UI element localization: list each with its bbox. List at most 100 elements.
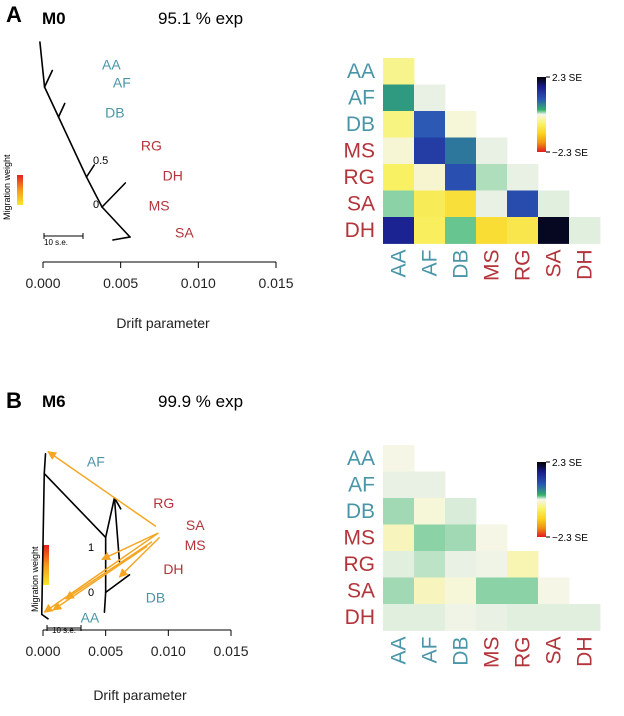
tree-branch: [39, 41, 46, 88]
x-tick-label: 0.005: [88, 643, 123, 659]
model-label-b: M6: [42, 392, 66, 411]
heatmap-cell: [507, 217, 539, 244]
col-label-dh: DH: [574, 637, 597, 667]
leaf-label-aa: AA: [102, 57, 121, 73]
heatmap-cell: [414, 190, 446, 218]
heatmap-cell: [538, 190, 570, 218]
heatmap-cell: [476, 190, 508, 218]
tree-edges: [40, 452, 131, 620]
x-axis-label: Drift parameter: [116, 315, 210, 331]
tree-branch: [43, 86, 60, 118]
heatmap-cell: [383, 577, 415, 605]
leaf-label-rg: RG: [153, 495, 174, 511]
tree-branch: [40, 472, 46, 616]
heatmap-cell: [414, 524, 446, 552]
tree-branch: [40, 613, 49, 620]
heatmap-cell: [414, 84, 446, 112]
migration-arrow: [118, 536, 161, 578]
tree-branch: [104, 573, 131, 594]
tree-branch: [43, 452, 47, 475]
x-axis-ticks: 0.000 0.005 0.010 0.015: [25, 262, 294, 291]
col-label-ms: MS: [481, 250, 504, 282]
row-label-sa: SA: [347, 579, 375, 602]
row-label-sa: SA: [347, 192, 375, 215]
col-label-rg: RG: [512, 250, 535, 282]
heatmap-cell: [445, 498, 477, 525]
heatmap-cell: [476, 524, 508, 552]
heatmap-cell: [414, 471, 446, 499]
migration-weight-bar: [43, 545, 49, 585]
row-label-aa: AA: [347, 447, 375, 470]
heatmap-cell: [569, 217, 601, 244]
x-tick-label: 0.015: [258, 275, 293, 291]
heatmap-cell: [383, 498, 415, 525]
heatmap-cell: [414, 604, 446, 631]
heatmap-cell: [383, 471, 415, 499]
x-tick-label: 0.000: [25, 275, 60, 291]
col-label-af: AF: [419, 250, 442, 277]
heatmap-cell: [476, 551, 508, 578]
heatmap-cell: [445, 164, 477, 191]
col-label-ms: MS: [481, 637, 504, 669]
col-label-sa: SA: [543, 250, 566, 278]
heatmap-cell: [445, 604, 477, 631]
heatmap-cell: [476, 164, 508, 191]
leaf-label-db: DB: [146, 590, 165, 606]
tree-branch: [57, 116, 88, 178]
x-tick-label: 0.015: [213, 643, 248, 659]
col-label-af: AF: [419, 637, 442, 664]
heatmap-cell: [383, 604, 415, 631]
row-label-ms: MS: [344, 526, 376, 549]
heatmap-cell: [476, 577, 508, 605]
x-tick-label: 0.005: [103, 275, 138, 291]
tree-branch: [85, 164, 96, 178]
col-label-db: DB: [450, 637, 473, 666]
heatmap-cell: [445, 524, 477, 552]
leaf-label-dh: DH: [163, 168, 183, 184]
row-label-aa: AA: [347, 60, 375, 83]
migration-arrow: [64, 541, 153, 600]
migration-weight-label: Migration weight: [2, 154, 12, 220]
heatmap-cell: [569, 604, 601, 631]
tree-branch: [103, 591, 107, 614]
heatmap-cell: [383, 58, 415, 85]
weight-tick-high: 0.5: [93, 155, 108, 167]
heatmap-cell: [445, 217, 477, 244]
row-label-dh: DH: [345, 219, 375, 242]
x-tick-label: 0.010: [151, 643, 186, 659]
x-tick-label: 0.000: [25, 643, 60, 659]
col-label-rg: RG: [512, 637, 535, 669]
heatmap-cell: [414, 551, 446, 578]
heatmap-cell: [383, 524, 415, 552]
heatmap-cell: [414, 217, 446, 244]
leaf-label-ms: MS: [149, 198, 170, 214]
migration-arrow: [47, 450, 157, 528]
migration-arrow: [101, 532, 159, 561]
heatmap-cell: [414, 164, 446, 191]
tree-branch: [43, 69, 54, 88]
heatmap-cell: [414, 137, 446, 165]
row-label-rg: RG: [344, 553, 376, 576]
heatmap-cell: [414, 498, 446, 525]
heatmap-cell: [414, 111, 446, 138]
heatmap-cell: [383, 445, 415, 472]
heatmap-cell: [383, 137, 415, 165]
heatmap-cell: [383, 551, 415, 578]
heatmap-cell: [445, 190, 477, 218]
heatmap-cell: [476, 604, 508, 631]
col-label-aa: AA: [388, 637, 411, 665]
tree-branch: [112, 236, 131, 241]
tree-edges: [39, 41, 131, 241]
heatmap-cell: [383, 84, 415, 112]
tree-branch: [101, 182, 127, 208]
heatmap-cell: [538, 604, 570, 631]
weight-tick-low: 0: [93, 199, 99, 211]
x-axis-ticks: 0.000 0.005 0.010 0.015: [25, 630, 249, 659]
variance-explained-a: 95.1 % exp: [158, 9, 243, 28]
x-axis-label: Drift parameter: [93, 687, 187, 703]
migration-arrow: [52, 545, 148, 611]
variance-explained-b: 99.9 % exp: [158, 392, 243, 411]
